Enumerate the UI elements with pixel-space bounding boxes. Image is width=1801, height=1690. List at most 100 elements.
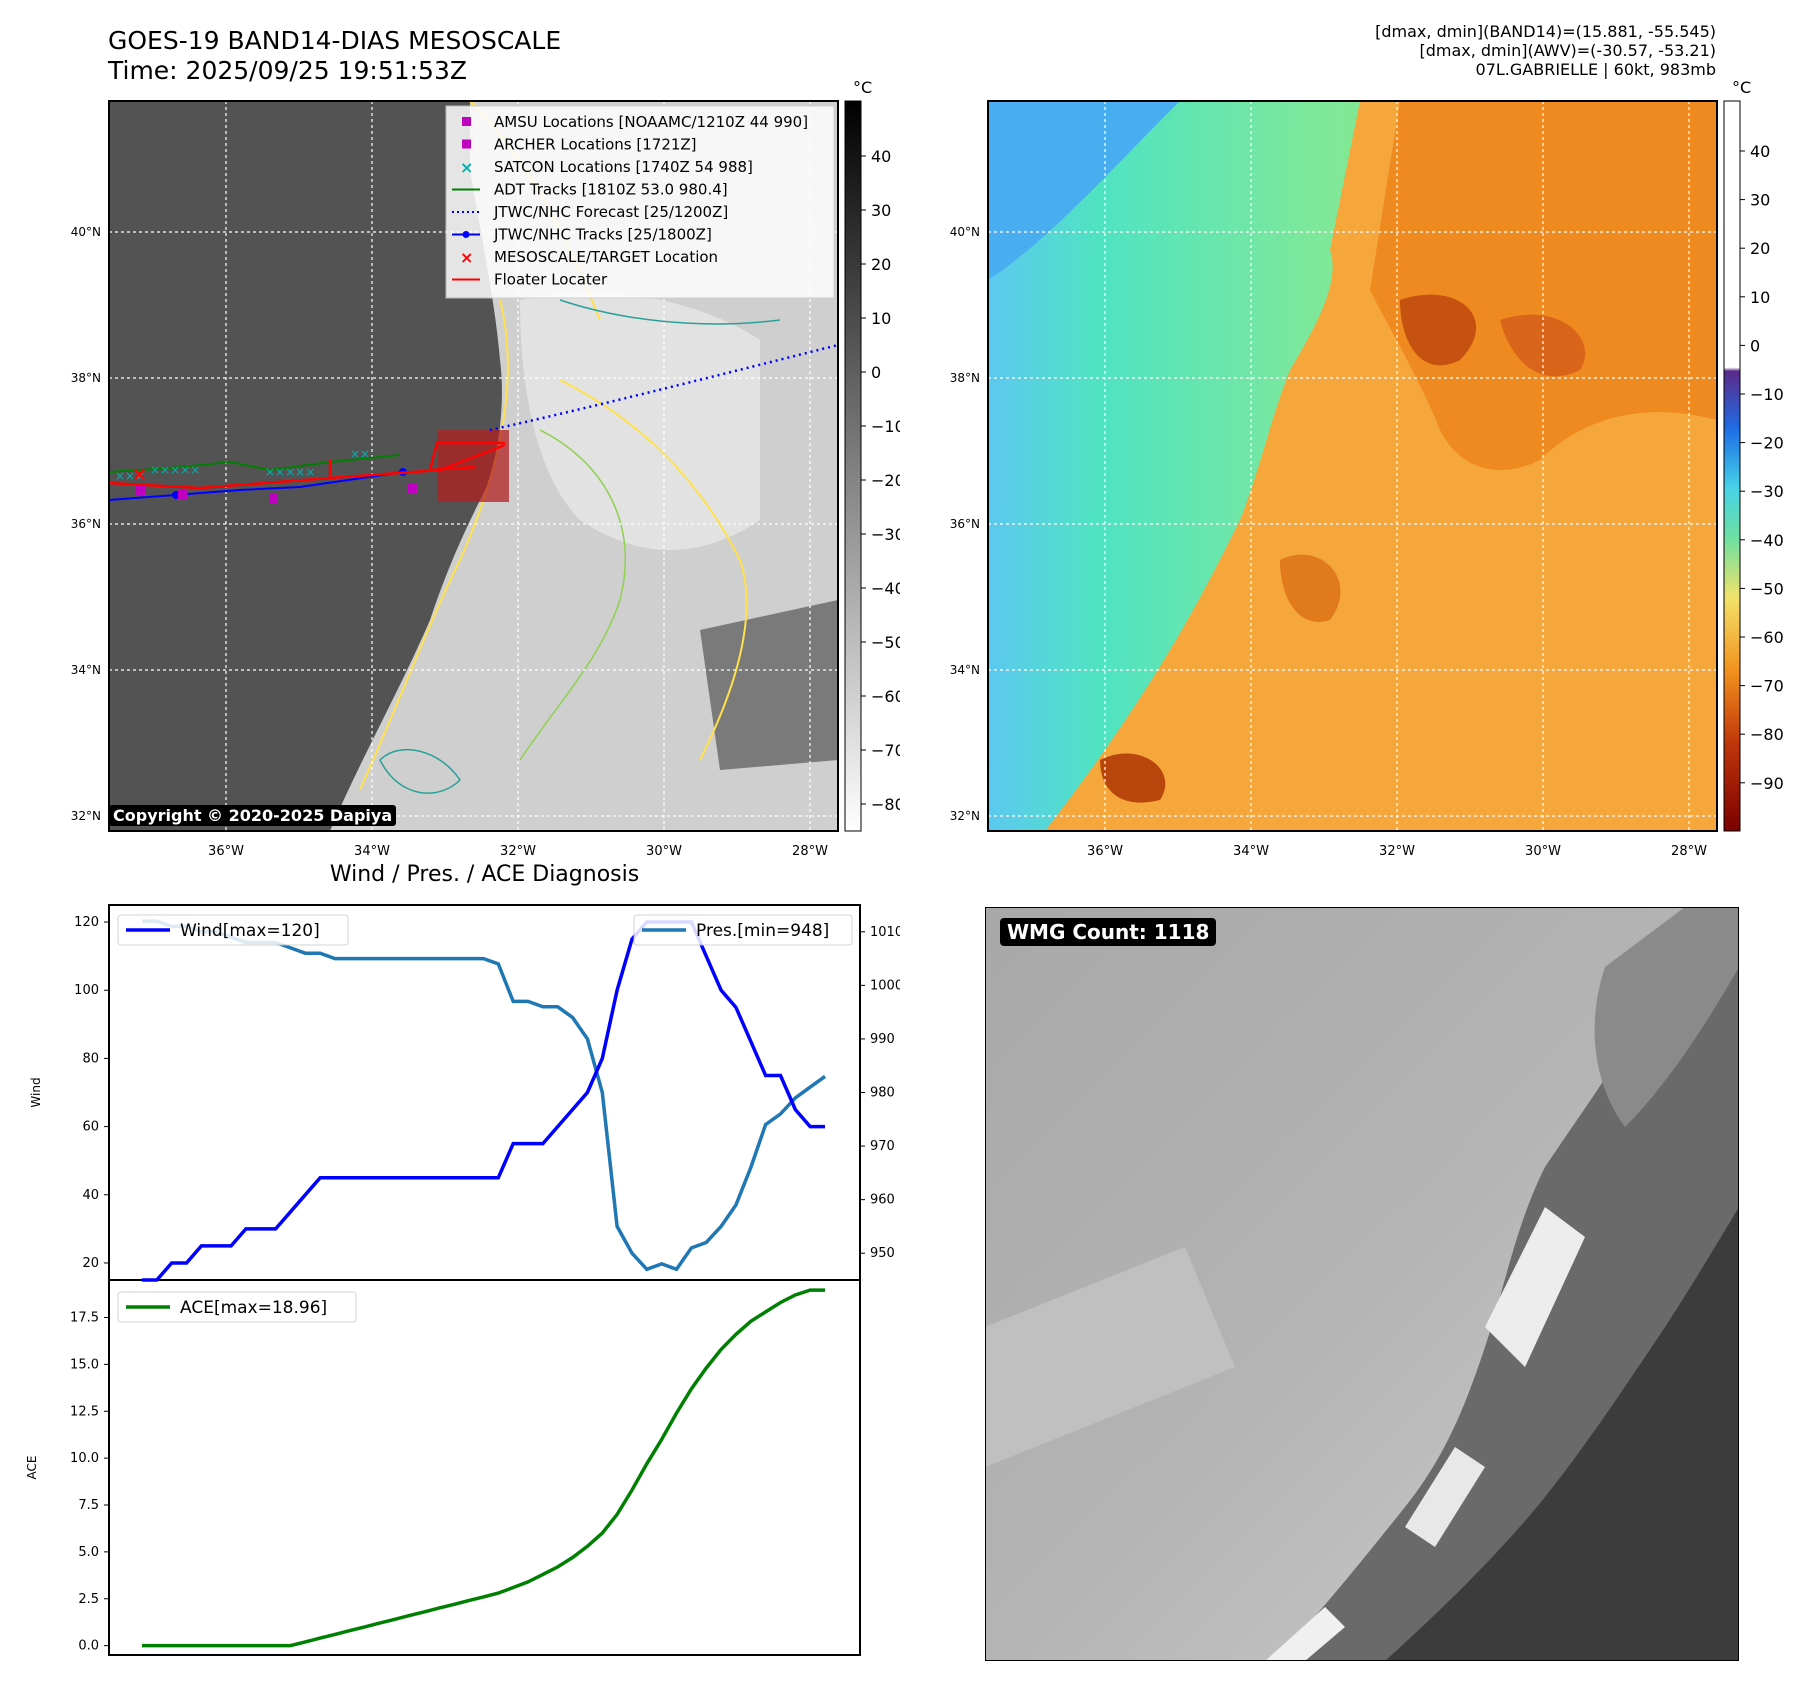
- lon-tick-label: 30°W: [646, 844, 682, 859]
- lat-tick-label: 36°N: [71, 517, 101, 531]
- awv-colorbar-unit: °C: [1732, 78, 1752, 97]
- lon-tick-label: 28°W: [792, 844, 828, 859]
- colorbar-tick-label: −10: [871, 417, 900, 436]
- legend-square-marker: [462, 117, 471, 126]
- colorbar-tick-label: −40: [1750, 531, 1784, 550]
- lat-tick-label: 36°N: [950, 517, 980, 531]
- colorbar-tick-label: −20: [871, 471, 900, 490]
- lat-tick-label: 34°N: [71, 663, 101, 677]
- colorbar-tick-label: −30: [1750, 482, 1784, 501]
- colorbar-tick-label: 0: [1750, 336, 1760, 355]
- legend-entry: Floater Locater: [452, 271, 608, 289]
- wind-axis-label: Wind: [29, 1077, 43, 1107]
- legend-square-marker: [462, 139, 471, 149]
- legend-label: ACE[max=18.96]: [180, 1298, 327, 1318]
- colorbar-tick-label: 0: [871, 363, 881, 382]
- pressure-legend: Pres.[min=948]: [633, 914, 853, 946]
- colorbar-tick-label: 30: [871, 201, 891, 220]
- wind-tick-label: 60: [82, 1120, 99, 1135]
- ace-axis-label: ACE: [25, 1456, 39, 1480]
- ace-tick-label: 12.5: [70, 1404, 99, 1419]
- colorbar-tick-label: −40: [871, 579, 900, 598]
- legend-x-marker: ×: [460, 248, 473, 267]
- legend-entry: JTWC/NHC Forecast [25/1200Z]: [452, 203, 728, 221]
- svg-text:×××××: ×××××: [150, 463, 200, 477]
- stats-block: [dmax, dmin](BAND14)=(15.881, -55.545) […: [1375, 22, 1716, 79]
- colorbar-tick-label: −10: [1750, 385, 1784, 404]
- ace-axes: [108, 1279, 861, 1656]
- diagnosis-chart: 20 40 60 80 100 120 950 960 970 980 990 1000 1010 0.0…: [25, 904, 900, 1656]
- figure-title: GOES-19 BAND14-DIAS MESOSCALE Time: 2025…: [108, 26, 561, 86]
- colorbar-tick-label: 20: [1750, 239, 1770, 258]
- legend-label: JTWC/NHC Forecast [25/1200Z]: [493, 203, 728, 221]
- ace-tick-label: 15.0: [70, 1357, 99, 1372]
- legend-label: ADT Tracks [1810Z 53.0 980.4]: [494, 181, 728, 199]
- legend-x-marker: ×: [460, 158, 473, 177]
- wind-tick-label: 20: [82, 1256, 99, 1271]
- legend-dot-marker: [462, 231, 470, 238]
- pressure-tick-label: 990: [870, 1032, 895, 1047]
- lon-tick-label: 30°W: [1525, 844, 1561, 859]
- ir-colorbar: [844, 100, 862, 832]
- lon-tick-label: 28°W: [1671, 844, 1707, 859]
- lon-tick-label: 32°W: [1379, 844, 1415, 859]
- wind-legend: Wind[max=120]: [117, 914, 349, 946]
- pressure-tick-label: 960: [870, 1193, 895, 1208]
- legend-label: ARCHER Locations [1721Z]: [494, 136, 697, 154]
- legend-entry: × SATCON Locations [1740Z 54 988]: [460, 158, 753, 177]
- wind-tick-label: 120: [74, 915, 99, 930]
- wind-tick-label: 100: [74, 983, 99, 998]
- ir-map-panel: ××× ××××× ××××××× × AMSU Locations [NOAAMC…: [71, 100, 900, 859]
- stats-line-2: [dmax, dmin](AWV)=(-30.57, -53.21): [1419, 41, 1716, 60]
- lat-tick-label: 40°N: [950, 225, 980, 239]
- legend-label: MESOSCALE/TARGET Location: [494, 248, 718, 266]
- awv-colorbar: [1723, 100, 1741, 832]
- svg-text:××: ××: [350, 447, 370, 461]
- ace-legend: ACE[max=18.96]: [117, 1291, 357, 1323]
- legend-entry: ADT Tracks [1810Z 53.0 980.4]: [452, 181, 728, 199]
- lat-tick-label: 38°N: [71, 371, 101, 385]
- lat-tick-label: 38°N: [950, 371, 980, 385]
- ace-tick-label: 2.5: [78, 1592, 99, 1607]
- wmg-panel: [985, 907, 1739, 1661]
- colorbar-tick-label: −90: [1750, 774, 1784, 793]
- legend-label: Wind[max=120]: [180, 921, 320, 941]
- legend-label: JTWC/NHC Tracks [25/1800Z]: [493, 226, 712, 244]
- stats-line-1: [dmax, dmin](BAND14)=(15.881, -55.545): [1375, 22, 1716, 41]
- svg-text:×××××: ×××××: [265, 465, 315, 479]
- pressure-tick-label: 950: [870, 1246, 895, 1261]
- ace-tick-label: 10.0: [70, 1451, 99, 1466]
- copyright-badge: Copyright © 2020-2025 Dapiya: [109, 805, 397, 826]
- legend-label: AMSU Locations [NOAAMC/1210Z 44 990]: [494, 113, 808, 131]
- colorbar-tick-label: −80: [1750, 725, 1784, 744]
- colorbar-tick-label: 30: [1750, 191, 1770, 210]
- pressure-tick-label: 970: [870, 1139, 895, 1154]
- legend-entry: × MESOSCALE/TARGET Location: [460, 248, 718, 267]
- svg-text:×××: ×××: [115, 469, 145, 483]
- legend-entry: JTWC/NHC Tracks [25/1800Z]: [452, 226, 712, 244]
- colorbar-tick-label: 40: [1750, 142, 1770, 161]
- awv-map-panel: 40 30 20 10 0 −10 −20 −30 −40 −50 −60 −70 −80 −90 40°…: [950, 100, 1784, 859]
- pressure-tick-label: 1010: [870, 925, 900, 940]
- legend-label: Floater Locater: [494, 271, 608, 289]
- pressure-tick-label: 1000: [870, 978, 900, 993]
- lat-tick-label: 32°N: [71, 809, 101, 823]
- legend-entry: AMSU Locations [NOAAMC/1210Z 44 990]: [462, 113, 808, 131]
- diagnosis-title: Wind / Pres. / ACE Diagnosis: [329, 862, 640, 887]
- wind-pres-axes: [108, 904, 861, 1281]
- ace-series-line: [142, 1288, 825, 1648]
- colorbar-tick-label: −30: [871, 525, 900, 544]
- ace-tick-label: 0.0: [78, 1639, 99, 1654]
- title-line-2: Time: 2025/09/25 19:51:53Z: [108, 56, 467, 85]
- pressure-tick-label: 980: [870, 1086, 895, 1101]
- colorbar-tick-label: 10: [871, 309, 891, 328]
- lat-tick-label: 32°N: [950, 809, 980, 823]
- colorbar-tick-label: −70: [1750, 677, 1784, 696]
- colorbar-tick-label: 10: [1750, 288, 1770, 307]
- wmg-count-label: WMG Count: 1118: [1000, 918, 1217, 946]
- lon-tick-label: 36°W: [1087, 844, 1123, 859]
- colorbar-tick-label: 40: [871, 147, 891, 166]
- colorbar-tick-label: −20: [1750, 434, 1784, 453]
- jtwc-nhc-track: [109, 471, 404, 501]
- colorbar-tick-label: −50: [871, 633, 900, 652]
